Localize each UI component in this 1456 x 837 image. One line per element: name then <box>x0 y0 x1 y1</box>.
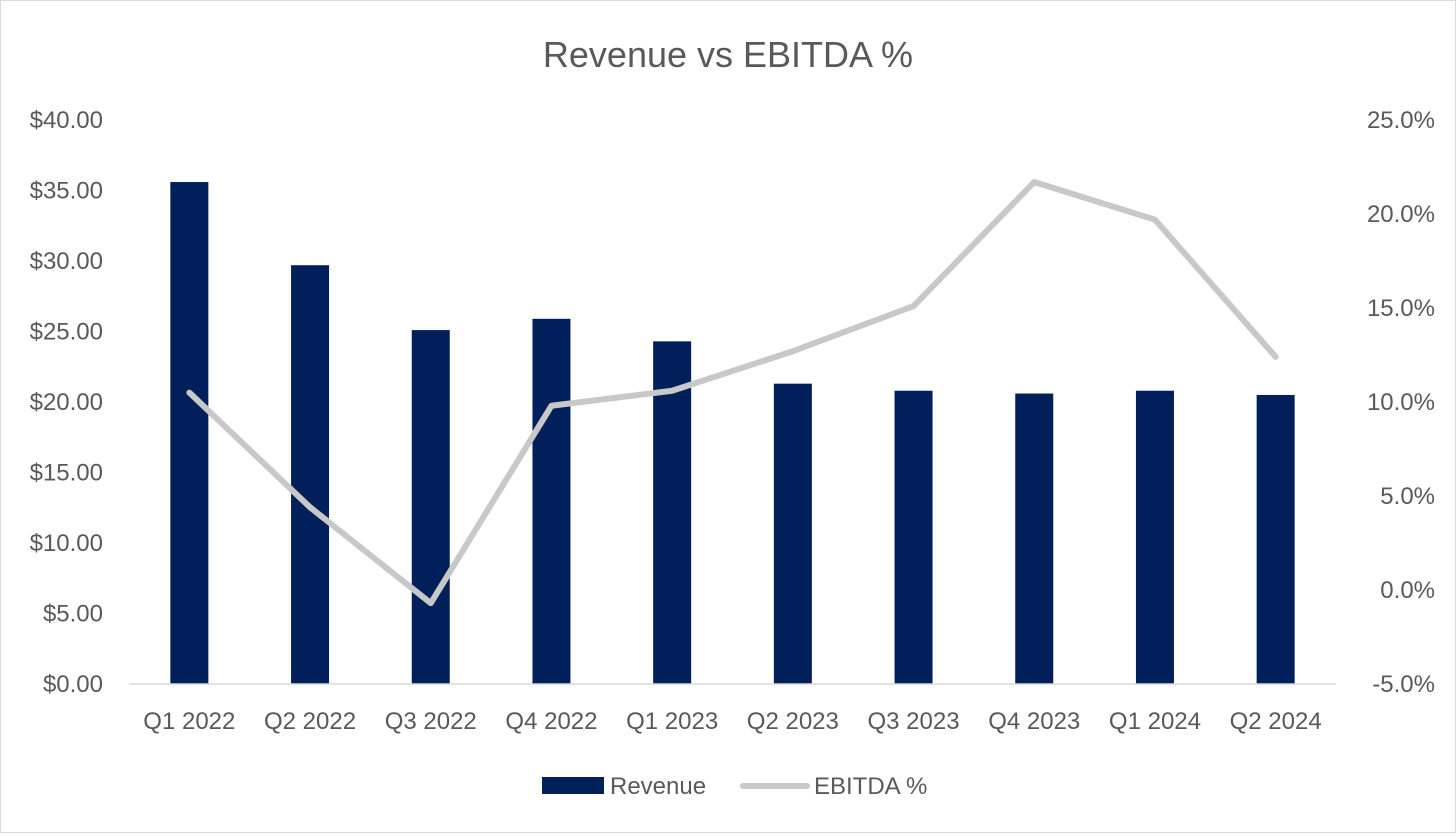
x-axis-labels: Q1 2022 Q2 2022 Q3 2022 Q4 2022 Q1 2023 Q2 20… <box>143 708 1321 735</box>
right-axis-tick-label: 25.0% <box>1367 107 1435 134</box>
left-axis-tick-label: $10.00 <box>30 530 103 557</box>
right-axis-tick-label: 5.0% <box>1380 483 1435 510</box>
right-axis-tick-label: 20.0% <box>1367 201 1435 228</box>
revenue-bar <box>1256 394 1295 684</box>
left-axis-tick-label: $0.00 <box>43 671 103 698</box>
x-axis-tick-label: Q2 2024 <box>1230 708 1322 735</box>
legend-revenue-label: Revenue <box>610 773 706 800</box>
left-axis-tick-label: $30.00 <box>30 248 103 275</box>
left-axis-tick-label: $5.00 <box>43 601 103 628</box>
right-axis-tick-label: 10.0% <box>1367 389 1435 416</box>
chart-title: Revenue vs EBITDA % <box>543 34 913 75</box>
x-axis-tick-label: Q1 2022 <box>143 708 235 735</box>
ebitda-line <box>186 179 1279 607</box>
right-y-axis: -5.0% 0.0% 5.0% 10.0% 15.0% 20.0% 25.0% <box>1367 107 1435 698</box>
left-axis-tick-label: $35.00 <box>30 178 103 205</box>
ebitda-line-path <box>186 179 1279 607</box>
revenue-bar <box>291 265 330 684</box>
left-axis-tick-label: $25.00 <box>30 319 103 346</box>
left-y-axis: $0.00 $5.00 $10.00 $15.00 $20.00 $25.00 $30.00… <box>30 107 103 698</box>
legend-ebitda-label: EBITDA % <box>814 773 927 800</box>
x-axis-tick-label: Q4 2022 <box>505 708 597 735</box>
revenue-bars <box>170 182 1295 685</box>
x-axis-tick-label: Q3 2022 <box>385 708 477 735</box>
revenue-bar <box>773 383 812 684</box>
revenue-bar <box>894 390 933 684</box>
revenue-bar <box>1015 393 1054 684</box>
right-axis-tick-label: 0.0% <box>1380 577 1435 604</box>
x-axis-tick-label: Q1 2024 <box>1109 708 1201 735</box>
right-axis-tick-label: 15.0% <box>1367 295 1435 322</box>
left-axis-tick-label: $40.00 <box>30 107 103 134</box>
legend-revenue-swatch <box>542 777 604 794</box>
x-axis-tick-label: Q2 2023 <box>747 708 839 735</box>
x-axis-tick-label: Q1 2023 <box>626 708 718 735</box>
x-axis-tick-label: Q3 2023 <box>868 708 960 735</box>
x-axis-tick-label: Q4 2023 <box>988 708 1080 735</box>
revenue-bar <box>532 318 571 684</box>
left-axis-tick-label: $20.00 <box>30 389 103 416</box>
revenue-bar <box>411 330 450 684</box>
revenue-bar <box>170 182 209 685</box>
right-axis-tick-label: -5.0% <box>1372 671 1435 698</box>
revenue-bar <box>653 341 692 684</box>
left-axis-tick-label: $15.00 <box>30 460 103 487</box>
x-axis-tick-label: Q2 2022 <box>264 708 356 735</box>
revenue-bar <box>1135 390 1174 684</box>
legend: Revenue EBITDA % <box>542 773 927 800</box>
